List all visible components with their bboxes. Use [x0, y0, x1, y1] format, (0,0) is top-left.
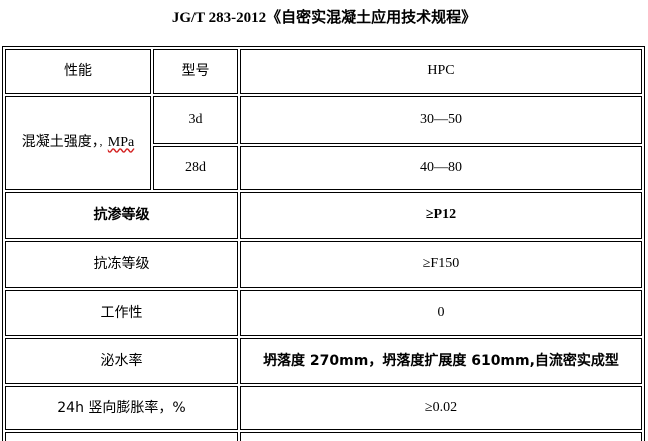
- table-header-row: 性能 型号 HPC: [5, 49, 642, 94]
- cell-strength-value-28d: 40—80: [240, 146, 642, 190]
- table-row-strength-28d: 28d 40—80: [5, 146, 642, 190]
- cell-label-seepage-resistance-grade: 抗渗等级: [5, 192, 238, 239]
- table-row-frost-resistance-grade: 抗冻等级 ≥F150: [5, 241, 642, 288]
- strength-label-comma: ，: [98, 139, 108, 150]
- table-row-vertical-expansion-24h: 24h 竖向膨胀率，% ≥0.02: [5, 386, 642, 430]
- cell-strength-label: 混凝土强度，，MPa: [5, 96, 151, 190]
- cell-label-vertical-expansion-24h: 24h 竖向膨胀率，%: [5, 386, 238, 430]
- header-cell-grade: HPC: [240, 49, 642, 94]
- strength-label-text: 混凝土强度，: [21, 134, 99, 151]
- concrete-spec-table: 性能 型号 HPC 混凝土强度，，MPa 3d 30—50 28d 40—80 …: [3, 47, 644, 441]
- spec-table-frame: 性能 型号 HPC 混凝土强度，，MPa 3d 30—50 28d 40—80 …: [2, 46, 645, 441]
- cell-value-frost-resistance-grade: ≥F150: [240, 241, 642, 288]
- cell-strength-value-3d: 30—50: [240, 96, 642, 144]
- cell-value-truncated: [240, 432, 642, 441]
- cell-value-workability: 0: [240, 290, 642, 336]
- cell-value-bleeding-rate: 坍落度 270mm，坍落度扩展度 610mm,自流密实成型: [240, 338, 642, 384]
- table-row-seepage-resistance-grade: 抗渗等级 ≥P12: [5, 192, 642, 239]
- cell-label-bleeding-rate: 泌水率: [5, 338, 238, 384]
- strength-label-unit: MPa: [107, 135, 135, 151]
- header-cell-model: 型号: [153, 49, 238, 94]
- table-row-workability: 工作性 0: [5, 290, 642, 336]
- cell-value-vertical-expansion-24h: ≥0.02: [240, 386, 642, 430]
- cell-label-frost-resistance-grade: 抗冻等级: [5, 241, 238, 288]
- cell-label-workability: 工作性: [5, 290, 238, 336]
- table-row-bleeding-rate: 泌水率 坍落度 270mm，坍落度扩展度 610mm,自流密实成型: [5, 338, 642, 384]
- table-row-strength-3d: 混凝土强度，，MPa 3d 30—50: [5, 96, 642, 190]
- cell-age-28d: 28d: [153, 146, 238, 190]
- cell-age-3d: 3d: [153, 96, 238, 144]
- document-title: JG/T 283-2012《自密实混凝土应用技术规程》: [171, 10, 477, 26]
- cell-label-truncated: [5, 432, 238, 441]
- table-row-truncated: [5, 432, 642, 441]
- header-cell-property: 性能: [5, 49, 151, 94]
- cell-value-seepage-resistance-grade: ≥P12: [240, 192, 642, 239]
